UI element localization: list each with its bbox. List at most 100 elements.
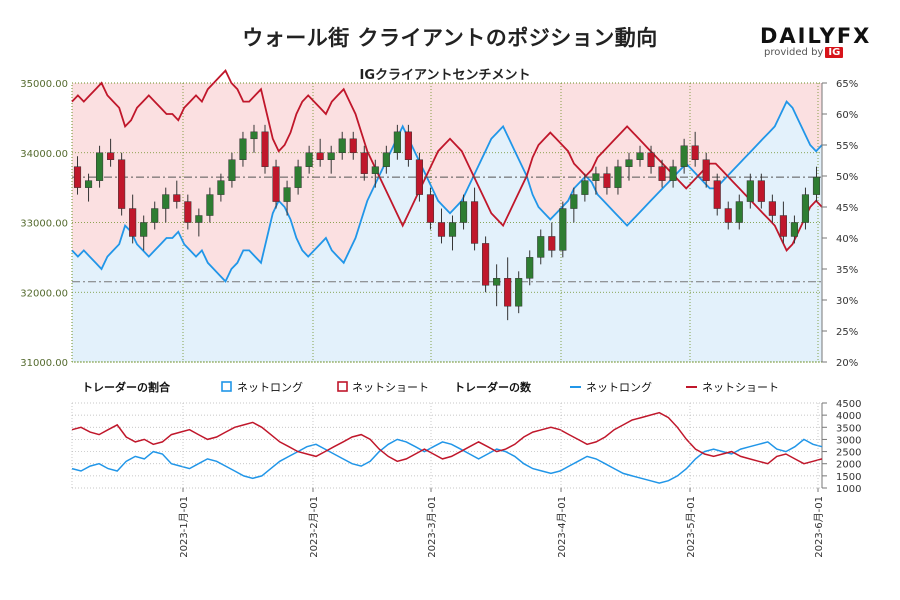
date-tick-label: 2023-4月-01 — [556, 496, 568, 558]
candle-body — [768, 201, 776, 216]
count-tick-label: 1500 — [836, 472, 861, 483]
legend-count-title: トレーダーの数 — [454, 380, 532, 394]
y-tick-left: 31000.00 — [20, 358, 68, 369]
y-tick-right: 65% — [836, 79, 858, 90]
date-tick-label: 2023-6月-01 — [813, 496, 825, 558]
candle-body — [316, 152, 324, 160]
candle-body — [415, 159, 423, 195]
candle-body — [129, 208, 137, 237]
logo-text-daily: DAILY — [760, 24, 837, 48]
candle-body — [526, 257, 534, 279]
candle-body — [724, 208, 732, 223]
candle-body — [151, 208, 159, 223]
legend-short-label: ネットショート — [352, 381, 429, 394]
candle-body — [404, 131, 412, 160]
candle-body — [537, 236, 545, 258]
count-long-line — [71, 438, 823, 484]
logo-text-fx: FX — [836, 24, 872, 48]
candle-body — [757, 180, 765, 202]
y-tick-right: 30% — [836, 296, 858, 307]
legend-count-long-label: ネットロング — [586, 380, 652, 394]
y-tick-right: 25% — [836, 327, 858, 338]
candle-body — [437, 222, 446, 237]
chart-subtitle: IGクライアントセンチメント — [359, 68, 531, 83]
candle-body — [658, 166, 666, 181]
candle-body — [173, 194, 181, 202]
candle-body — [228, 159, 236, 181]
y-tick-right: 45% — [836, 203, 858, 214]
y-tick-right: 40% — [836, 234, 858, 245]
legend-count-short-label: ネットショート — [702, 381, 779, 394]
legend-long-box — [221, 381, 232, 392]
candle-body — [448, 222, 457, 237]
y-tick-right: 20% — [836, 358, 858, 369]
y-tick-left: 32000.00 — [20, 288, 68, 299]
candle-body — [559, 208, 567, 251]
candle-body — [283, 187, 291, 202]
candle-body — [84, 180, 93, 188]
date-tick-label: 2023-3月-01 — [426, 496, 438, 558]
candle-body — [118, 159, 126, 209]
candle-body — [338, 138, 346, 154]
candle-body — [272, 166, 280, 202]
candle-body — [680, 145, 688, 167]
candle-body — [482, 243, 490, 286]
logo-provided-by: provided by — [764, 47, 824, 58]
candle-body — [603, 173, 611, 188]
y-tick-left: 35000.00 — [20, 79, 68, 90]
candle-body — [195, 215, 203, 223]
candle-body — [790, 222, 798, 237]
candle-body — [647, 152, 655, 167]
chart-title: ウォール街 クライアントのポジション動向 — [242, 26, 658, 50]
y-tick-right: 35% — [836, 265, 858, 276]
candle-body — [581, 180, 589, 195]
count-short-line — [71, 411, 823, 465]
candle-body — [360, 152, 368, 174]
candle-body — [250, 131, 258, 140]
candle-body — [96, 152, 104, 181]
count-tick-label: 3000 — [836, 435, 861, 446]
candle-body — [812, 176, 821, 195]
net-long-line — [71, 100, 823, 283]
candle-body — [713, 180, 721, 209]
candle-body — [746, 180, 754, 202]
count-tick-label: 4000 — [836, 411, 861, 422]
candle-body — [691, 145, 699, 160]
y-tick-left: 33000.00 — [20, 219, 68, 230]
candle-body — [493, 278, 501, 286]
candle-body — [73, 166, 82, 188]
dailyfx-logo: DAILYFX provided by IG — [760, 24, 872, 58]
legend-ratio-title: トレーダーの割合 — [82, 380, 171, 394]
candle-body — [140, 222, 148, 237]
candle-body — [592, 173, 600, 181]
candle-body — [625, 159, 633, 167]
candle-body — [548, 236, 556, 251]
ig-badge: IG — [825, 47, 844, 58]
candle-body — [261, 131, 269, 167]
candle-body — [636, 152, 644, 160]
candle-body — [515, 278, 523, 307]
candle-body — [294, 166, 302, 188]
candle-body — [471, 201, 479, 244]
y-tick-right: 55% — [836, 141, 858, 152]
candle-body — [426, 194, 435, 223]
candle-body — [614, 166, 622, 188]
candle-body — [349, 138, 357, 154]
long-area — [72, 101, 822, 362]
candle-body — [162, 194, 170, 209]
candle-body — [570, 194, 578, 209]
candle-body — [107, 152, 115, 160]
candle-body — [217, 180, 225, 195]
candle-body — [504, 278, 512, 307]
plot-frame — [71, 82, 823, 363]
candle-body — [239, 138, 247, 160]
count-tick-label: 3500 — [836, 423, 861, 434]
candle-body — [669, 166, 677, 181]
count-tick-label: 2500 — [836, 448, 861, 459]
candle-body — [382, 152, 390, 167]
candle-body — [735, 201, 743, 223]
date-tick-label: 2023-1月-01 — [178, 496, 190, 558]
candle-body — [779, 215, 787, 237]
date-tick-label: 2023-5月-01 — [685, 496, 697, 558]
